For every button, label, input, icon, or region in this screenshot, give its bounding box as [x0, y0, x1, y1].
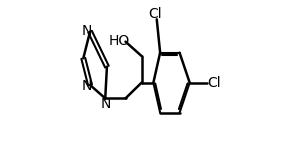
Text: N: N [82, 79, 92, 93]
Text: Cl: Cl [207, 76, 221, 90]
Text: N: N [82, 24, 92, 38]
Text: N: N [101, 97, 111, 111]
Text: HO: HO [109, 34, 130, 48]
Text: Cl: Cl [148, 7, 162, 21]
